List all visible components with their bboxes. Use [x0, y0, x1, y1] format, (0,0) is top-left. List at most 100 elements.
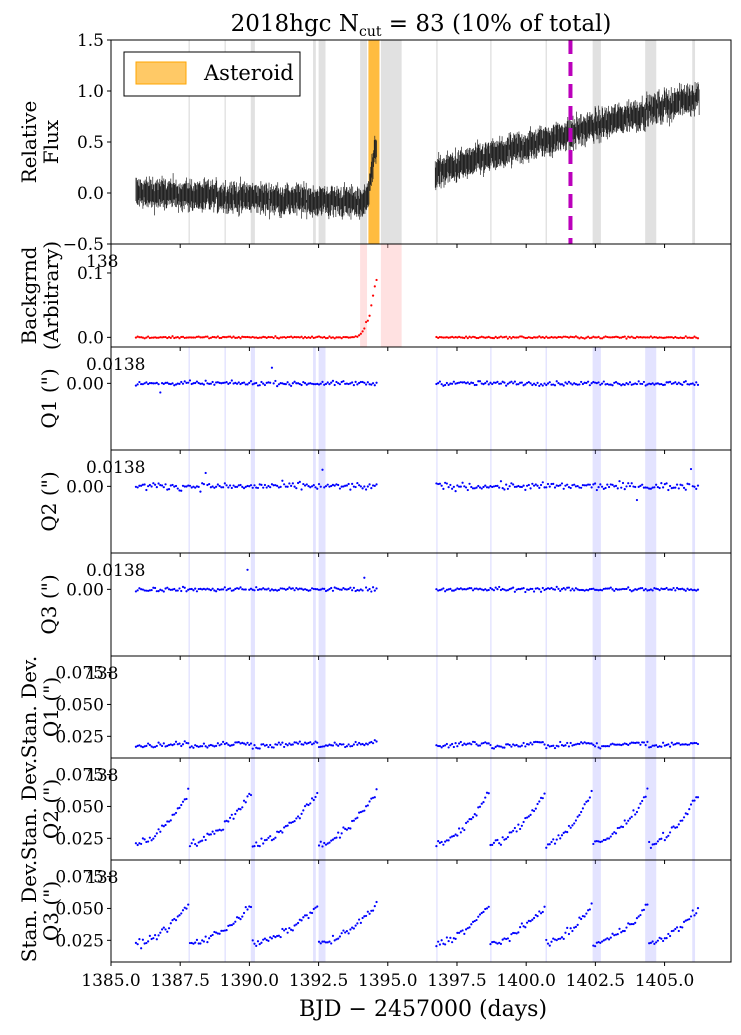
q2-point	[319, 485, 322, 488]
q1-point	[270, 366, 274, 369]
q2-point	[525, 484, 529, 487]
q3-point	[213, 589, 216, 592]
s3-point	[141, 938, 144, 941]
q3-point	[635, 588, 639, 591]
q1-point	[482, 382, 485, 386]
s2-point	[538, 800, 541, 803]
s2-point	[459, 831, 462, 834]
s2-point	[630, 815, 633, 818]
q3-point	[326, 589, 329, 592]
s1-point	[218, 744, 221, 747]
q1-point	[660, 382, 663, 386]
shaded-band	[545, 860, 547, 962]
s2-point	[499, 843, 503, 846]
q3-point	[188, 587, 192, 591]
bkg-point	[484, 336, 487, 339]
s3-point	[655, 941, 658, 944]
bkg-point	[349, 336, 352, 339]
s2-point	[656, 840, 659, 843]
bkg-point	[356, 335, 359, 338]
bkg-point	[300, 335, 303, 338]
q1-point	[670, 382, 673, 385]
s1-point	[256, 747, 260, 750]
q3-point	[368, 587, 371, 591]
q2-point	[366, 485, 369, 488]
q2-point	[358, 484, 361, 487]
q3-point	[358, 589, 361, 592]
shaded-band	[313, 450, 316, 553]
y-tick-label: 0.0	[77, 184, 104, 204]
q3-point	[607, 587, 611, 590]
q2-point	[256, 486, 260, 490]
bkg-point	[188, 336, 192, 339]
y-axis-label: Backgrnd	[17, 246, 41, 344]
s2-point	[337, 831, 340, 834]
s1-point	[498, 745, 501, 748]
s2-point	[447, 839, 450, 842]
q3-point	[281, 587, 284, 590]
q3-point	[206, 587, 209, 590]
shaded-band	[592, 450, 601, 553]
q1-point	[569, 382, 572, 385]
s3-point	[162, 926, 165, 929]
q1-point	[532, 382, 536, 385]
bkg-point	[338, 336, 342, 339]
q3-point	[192, 589, 195, 592]
bkg-point	[251, 335, 254, 339]
q1-point	[150, 381, 153, 385]
q3-point	[663, 587, 666, 591]
q3-point	[637, 587, 640, 590]
bkg-point	[588, 336, 591, 340]
bkg-point	[571, 335, 574, 339]
q1-point	[303, 382, 307, 385]
q1-point	[595, 382, 598, 385]
q2-point	[223, 482, 226, 485]
s2-point	[689, 803, 693, 806]
s1-point	[140, 745, 143, 748]
s1-point	[689, 742, 693, 745]
shaded-band	[360, 244, 368, 347]
q3-point	[560, 588, 564, 591]
q1-point	[140, 382, 143, 386]
s2-point	[349, 827, 352, 830]
s2-point	[665, 836, 668, 839]
q2-point	[587, 483, 590, 486]
q1-point	[141, 383, 144, 386]
q1-point	[167, 382, 171, 385]
q3-point	[239, 586, 242, 589]
q1-point	[451, 382, 454, 385]
s2-point	[616, 826, 619, 830]
q2-point	[539, 483, 543, 487]
bkg-point	[545, 335, 548, 338]
bkg-point	[651, 336, 654, 339]
s3-point	[512, 931, 515, 935]
bkg-point	[256, 336, 260, 340]
s1-point	[445, 742, 448, 746]
q3-point	[263, 588, 267, 591]
q3-point	[466, 587, 469, 590]
s1-point	[599, 747, 602, 750]
q1-point	[437, 382, 440, 385]
q2-point	[527, 483, 530, 487]
s3-point	[573, 926, 576, 929]
s2-point	[157, 828, 160, 831]
q3-point	[668, 588, 672, 591]
q1-point	[358, 381, 361, 385]
bkg-point	[242, 335, 246, 339]
q1-point	[510, 380, 513, 383]
s1-point	[545, 747, 548, 750]
q2-point	[637, 485, 640, 488]
s2-point	[644, 795, 647, 798]
q1-point	[178, 382, 181, 385]
q2-point	[335, 483, 338, 486]
bkg-point	[519, 335, 522, 338]
bkg-point	[274, 335, 277, 338]
q3-point	[258, 588, 261, 591]
q2-point	[363, 485, 366, 488]
q1-point	[529, 382, 532, 385]
s2-point	[221, 828, 225, 831]
s2-point	[293, 820, 296, 823]
q1-point	[225, 381, 228, 384]
s2-point	[215, 829, 218, 832]
